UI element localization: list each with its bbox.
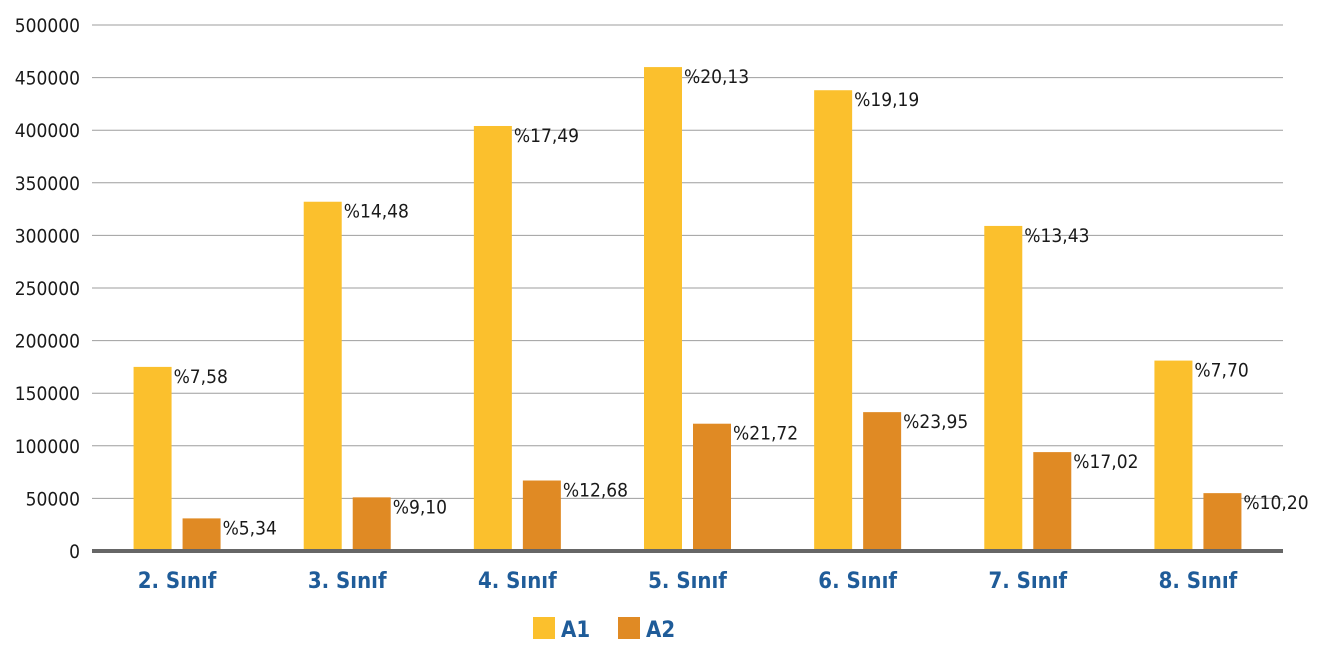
bar-a1 <box>303 201 342 551</box>
y-tick-label: 500000 <box>15 15 80 37</box>
x-category-label: 8. Sınıf <box>1159 569 1238 594</box>
gridlines <box>92 24 1283 499</box>
legend: A1 A2 <box>533 617 675 643</box>
x-category-label: 3. Sınıf <box>308 569 387 594</box>
legend-swatch-a2 <box>618 617 640 639</box>
bar-a1 <box>644 67 682 551</box>
y-axis-ticks: 0 50000 100000 150000 200000 250000 300000 3500… <box>15 15 80 563</box>
x-category-label: 6. Sınıf <box>818 569 897 594</box>
y-tick-label: 0 <box>69 541 80 563</box>
data-label-a2: %21,72 <box>733 423 798 445</box>
bar-a2 <box>1033 452 1072 551</box>
legend-label-a2: A2 <box>646 618 675 643</box>
bar-a2 <box>1203 493 1242 551</box>
data-label-a2: %23,95 <box>903 411 968 433</box>
legend-swatch-a1 <box>533 617 555 639</box>
legend-label-a1: A1 <box>561 618 590 643</box>
bar-a1 <box>133 366 172 551</box>
y-tick-label: 400000 <box>15 120 80 142</box>
bar-a1 <box>473 125 512 551</box>
data-label-a1: %7,70 <box>1194 360 1248 382</box>
y-tick-label: 350000 <box>15 173 80 195</box>
bars <box>133 67 1242 551</box>
x-category-label: 5. Sınıf <box>648 569 727 594</box>
data-label-a1: %13,43 <box>1024 225 1089 247</box>
data-labels: %7,58 %14,48 %17,49 %20,13 %19,19 %13,43 %7,70… <box>174 66 1309 539</box>
data-label-a2: %12,68 <box>563 480 628 502</box>
data-label-a1: %7,58 <box>174 366 228 388</box>
bar-a2 <box>863 412 902 551</box>
bar-a2 <box>693 423 731 551</box>
bar-a1 <box>1154 360 1193 551</box>
bar-a2 <box>352 497 391 551</box>
y-tick-label: 200000 <box>15 331 80 353</box>
data-label-a1: %17,49 <box>514 125 579 147</box>
data-label-a2: %17,02 <box>1073 451 1138 473</box>
y-tick-label: 100000 <box>15 436 80 458</box>
x-category-label: 4. Sınıf <box>478 569 557 594</box>
bar-a1 <box>984 225 1023 551</box>
bar-a1 <box>814 90 853 551</box>
y-tick-label: 50000 <box>26 488 80 510</box>
data-label-a2: %10,20 <box>1243 492 1308 514</box>
x-category-label: 2. Sınıf <box>138 569 217 594</box>
y-tick-label: 300000 <box>15 225 80 247</box>
y-tick-label: 250000 <box>15 278 80 300</box>
data-label-a2: %9,10 <box>393 496 447 518</box>
bar-a2 <box>522 480 561 551</box>
bar-a2 <box>182 518 221 551</box>
data-label-a1: %14,48 <box>344 201 409 223</box>
data-label-a1: %19,19 <box>854 89 919 111</box>
data-label-a2: %5,34 <box>223 517 277 539</box>
y-tick-label: 150000 <box>15 383 80 405</box>
data-label-a1: %20,13 <box>684 66 749 88</box>
y-tick-label: 450000 <box>15 68 80 90</box>
x-category-label: 7. Sınıf <box>988 569 1067 594</box>
category-labels: 2. Sınıf 3. Sınıf 4. Sınıf 5. Sınıf 6. Sınıf… <box>138 569 1238 594</box>
